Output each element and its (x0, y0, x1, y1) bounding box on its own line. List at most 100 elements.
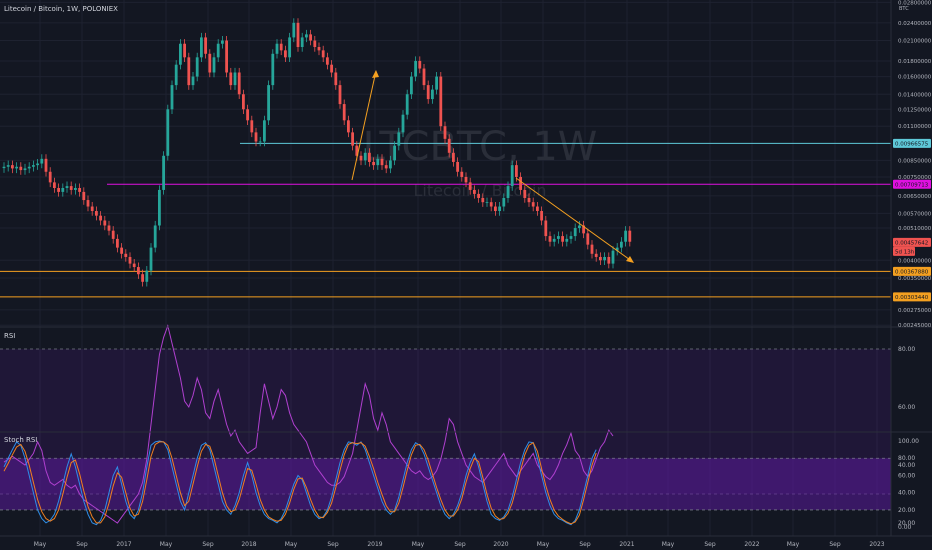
candle-body (473, 189, 476, 194)
candle-body (90, 206, 94, 212)
candle-body (607, 256, 611, 264)
candle-body (128, 256, 132, 264)
candle-body (292, 22, 296, 38)
candle-body (330, 64, 333, 73)
badge-teal-level (893, 138, 931, 148)
candle-body (53, 182, 56, 189)
candle-body (61, 188, 65, 192)
candle-body (464, 176, 468, 183)
candle-body (158, 189, 161, 226)
rsi-tick-label: 80.00 (898, 346, 915, 353)
candle-body (620, 241, 623, 248)
candle-body (342, 104, 346, 121)
trend-arrow-down (515, 177, 634, 263)
trend-arrow-up (351, 70, 377, 181)
stoch-tick-label: 20.00 (898, 507, 915, 514)
candle-body (305, 34, 308, 38)
candle-body (401, 114, 405, 133)
symbol-title[interactable]: Litecoin / Bitcoin, 1W, POLONIEX (4, 5, 118, 13)
trend-arrow-down-head (626, 256, 634, 263)
time-tick-label: May (787, 541, 800, 548)
candle-body (216, 43, 220, 58)
stoch-tick-label: 100.00 (898, 438, 919, 445)
badge-orange-level-lower (893, 292, 931, 302)
badge-last-price (893, 237, 931, 247)
candle-body (326, 57, 329, 65)
candle-body (116, 238, 119, 248)
candle-body (355, 145, 359, 156)
candle-body (19, 166, 23, 171)
candle-body (397, 132, 401, 146)
stoch-rsi-label[interactable]: Stoch RSI (4, 436, 37, 444)
candle-body (452, 152, 455, 162)
price-tick-label: 0.01600000 (898, 75, 932, 81)
time-tick-label: 2019 (367, 541, 382, 548)
candle-body (624, 230, 627, 242)
stoch-tick-label: 40.00 (898, 490, 915, 497)
price-tick-label: 0.00400000 (898, 258, 932, 264)
price-tick-label: 0.01100000 (898, 124, 932, 130)
candle-body (179, 43, 182, 65)
candle-body (515, 165, 518, 177)
candle-body (418, 60, 422, 69)
candle-body (586, 233, 590, 245)
candle-body (573, 228, 577, 237)
candle-body (557, 236, 560, 239)
candle-body (107, 225, 111, 231)
time-tick-label: 2022 (744, 541, 759, 548)
candle-body (99, 215, 102, 221)
candle-body (363, 152, 367, 161)
candle-body (494, 206, 497, 212)
price-tick-label: 0.01400000 (898, 92, 932, 98)
horizontal-levels (0, 142, 891, 298)
candle-body (242, 94, 245, 110)
candle-body (237, 72, 241, 95)
candle-body (590, 244, 594, 254)
time-tick-label: May (34, 541, 47, 548)
candle-body (2, 166, 6, 169)
stoch-k-line (3, 440, 597, 526)
trend-drawings (351, 70, 634, 263)
candle-body (288, 37, 291, 58)
candle-body (271, 53, 275, 86)
candle-body (414, 60, 417, 77)
candle-body (599, 256, 602, 261)
candle-body (183, 43, 186, 58)
candle-body (506, 186, 510, 198)
candle-body (296, 22, 300, 47)
stoch-tick-label: 0.00 (898, 524, 912, 531)
candle-body (443, 126, 447, 139)
candle-body (368, 152, 371, 162)
price-tick-label: 0.02800000 (898, 0, 932, 6)
candle-body (431, 89, 434, 100)
candle-body (11, 165, 14, 169)
price-tick-label: 0.00750000 (898, 175, 932, 181)
candle-body (565, 238, 569, 242)
grid-lines (0, 0, 891, 536)
price-tick-label: 0.00650000 (898, 194, 932, 200)
candle-body (334, 72, 338, 86)
candle-body (250, 120, 254, 133)
candle-body (540, 211, 543, 221)
price-tick-label: 0.00570000 (898, 211, 932, 217)
candle-body (57, 188, 60, 192)
candle-body (578, 225, 581, 229)
candle-body (628, 230, 632, 242)
time-tick-label: Sep (704, 541, 716, 548)
price-tick-label: 0.00245000 (898, 323, 932, 329)
badge-text-orange-level-upper: 0.00367880 (895, 270, 929, 276)
candle-body (376, 158, 380, 166)
stoch-tick-label: 60.00 (898, 472, 915, 479)
time-tick-label: Sep (76, 541, 88, 548)
price-tick-label: 0.00350000 (898, 276, 932, 282)
candle-body (489, 202, 493, 207)
watermark-symbol: LTCBTC, 1W (363, 124, 598, 170)
rsi-label[interactable]: RSI (4, 332, 15, 340)
candle-body (502, 197, 506, 207)
candle-body (204, 37, 207, 54)
candle-body (468, 182, 472, 190)
candle-body (166, 109, 170, 156)
candle-body (481, 197, 485, 203)
candle-body (313, 40, 317, 47)
candle-body (561, 236, 564, 242)
